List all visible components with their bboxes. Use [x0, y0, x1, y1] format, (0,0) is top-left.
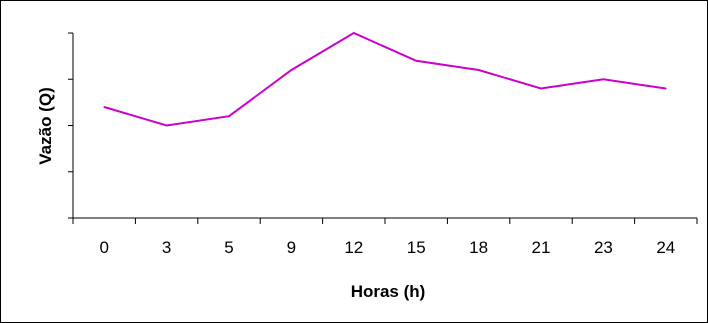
data-point — [165, 124, 168, 127]
x-tick-label: 21 — [532, 238, 551, 257]
x-tick-label: 24 — [656, 238, 675, 257]
x-tick-labels: 0 3 5 9 12 15 18 21 23 24 — [99, 238, 675, 257]
data-point — [415, 59, 418, 62]
series-layer — [103, 31, 667, 127]
x-tick-label: 9 — [287, 238, 296, 257]
data-point — [602, 78, 605, 81]
x-tick-label: 18 — [469, 238, 488, 257]
data-point — [540, 87, 542, 90]
data-point — [665, 87, 667, 90]
data-point — [353, 32, 355, 34]
x-tick-label: 0 — [99, 238, 108, 257]
x-axis-title: Horas (h) — [351, 282, 426, 301]
data-point — [477, 69, 480, 71]
x-tick-label: 3 — [162, 238, 171, 257]
x-tick-label: 15 — [407, 238, 426, 257]
y-axis-title: Vazão (Q) — [36, 87, 55, 164]
data-point — [103, 106, 105, 108]
x-ticks — [72, 218, 698, 224]
x-tick-label: 23 — [594, 238, 613, 257]
x-tick-label: 5 — [224, 238, 233, 257]
data-point — [228, 115, 230, 118]
series-line — [103, 31, 666, 127]
y-ticks — [68, 32, 73, 219]
x-tick-label: 12 — [344, 238, 363, 257]
data-point — [290, 69, 293, 71]
